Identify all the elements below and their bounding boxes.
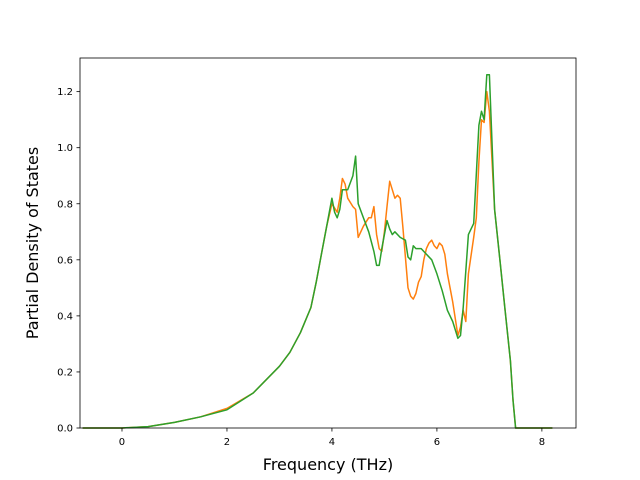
y-axis-title: Partial Density of States <box>23 147 42 339</box>
x-tick-label: 8 <box>539 437 545 448</box>
y-tick-label: 0.8 <box>57 199 73 210</box>
y-axis-ticks: 0.0 0.2 0.4 0.6 0.8 1.0 1.2 <box>57 87 80 435</box>
x-axis-title: Frequency (THz) <box>263 455 393 474</box>
x-tick-label: 6 <box>434 437 440 448</box>
y-tick-label: 0.2 <box>57 367 73 378</box>
y-tick-label: 0.4 <box>57 311 73 322</box>
y-tick-label: 1.2 <box>57 87 73 98</box>
plot-lines <box>82 74 553 429</box>
x-tick-label: 2 <box>224 437 230 448</box>
plot-frame <box>79 57 577 429</box>
x-tick-label: 4 <box>329 437 335 448</box>
y-tick-label: 1.0 <box>57 143 73 154</box>
y-tick-label: 0.6 <box>57 255 73 266</box>
x-axis-ticks: 0 2 4 6 8 <box>119 428 545 448</box>
series-line-1 <box>82 90 553 429</box>
x-tick-label: 0 <box>119 437 125 448</box>
series-line-2 <box>82 74 553 429</box>
y-tick-label: 0.0 <box>57 424 73 435</box>
